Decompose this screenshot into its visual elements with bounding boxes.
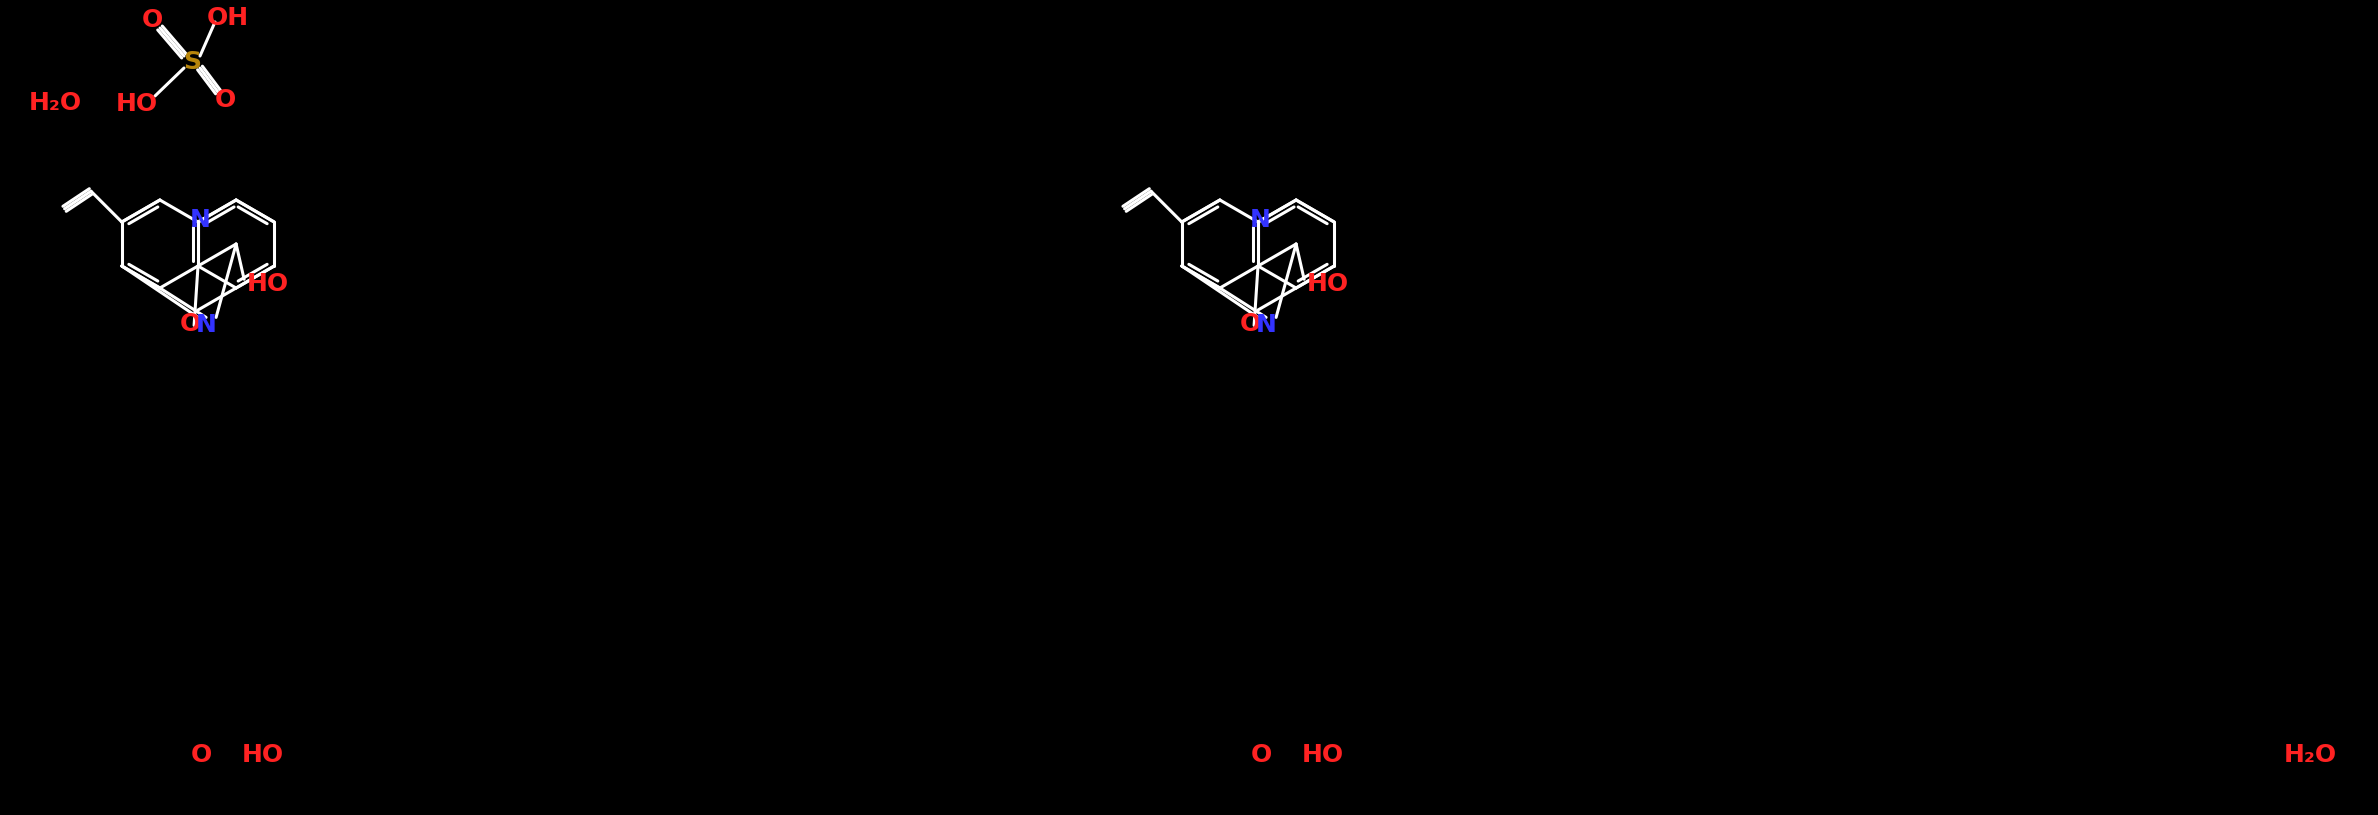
Text: HO: HO	[1301, 743, 1344, 767]
Text: N: N	[195, 314, 216, 337]
Text: O: O	[214, 88, 235, 112]
Text: HO: HO	[243, 743, 283, 767]
Text: H₂O: H₂O	[29, 91, 81, 115]
Text: O: O	[190, 743, 212, 767]
Text: O: O	[1239, 312, 1260, 336]
Text: N: N	[1256, 314, 1277, 337]
Text: N: N	[190, 208, 209, 232]
Text: HO: HO	[1308, 272, 1348, 296]
Text: O: O	[1251, 743, 1272, 767]
Text: HO: HO	[117, 92, 157, 116]
Text: O: O	[178, 312, 200, 336]
Text: N: N	[1248, 208, 1270, 232]
Text: OH: OH	[207, 6, 250, 30]
Text: HO: HO	[247, 272, 290, 296]
Text: S: S	[183, 50, 202, 74]
Text: H₂O: H₂O	[2283, 743, 2338, 767]
Text: O: O	[140, 8, 162, 32]
